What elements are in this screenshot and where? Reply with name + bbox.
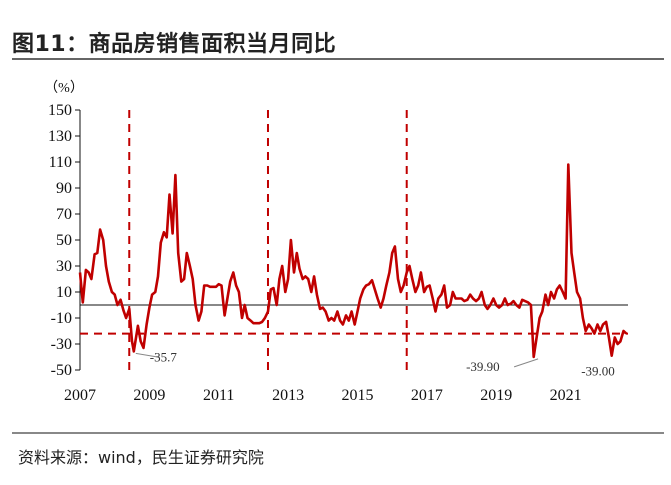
footer-divider [12, 432, 664, 434]
source-note: 资料来源：wind，民生证券研究院 [18, 448, 264, 467]
y-axis-unit: （%） [44, 80, 84, 96]
x-tick-label: 2009 [133, 387, 165, 404]
y-tick-label: 110 [49, 154, 72, 171]
series-line [78, 163, 628, 359]
chart-annotations: -35.7 -39.90 -39.00 [135, 349, 615, 379]
y-tick-label: -10 [51, 310, 72, 327]
y-tick-label: 70 [56, 206, 72, 223]
x-tick-label: 2019 [480, 387, 512, 404]
chart-axes: 150 130 110 90 70 50 30 10 -10 -30 -50 （%） 2007 2009 2… [44, 80, 628, 404]
y-tick-label: 30 [56, 258, 72, 275]
y-tick-label: 10 [56, 284, 72, 301]
y-tick-label: 130 [48, 128, 72, 145]
y-tick-label: 90 [56, 180, 72, 197]
y-tick-label: -50 [51, 362, 72, 379]
annotation-label: -39.90 [466, 359, 500, 374]
y-tick-label: 150 [48, 102, 72, 119]
annotation-leader [513, 358, 539, 368]
title-divider [12, 58, 664, 60]
page-title: 图11：商品房销售面积当月同比 [12, 32, 337, 57]
x-tick-label: 2017 [411, 387, 443, 404]
x-tick-label: 2011 [203, 387, 234, 404]
y-tick-label: 50 [56, 232, 72, 249]
x-tick-label: 2007 [64, 387, 96, 404]
reference-lines [80, 110, 628, 370]
x-tick-label: 2013 [272, 387, 304, 404]
x-tick-label: 2021 [550, 387, 582, 404]
annotation-label: -39.00 [581, 364, 615, 379]
chart-series [78, 163, 628, 359]
y-tick-label: -30 [51, 336, 72, 353]
annotation-label: -35.7 [150, 349, 178, 364]
annotation-leader [135, 352, 160, 358]
x-tick-label: 2015 [341, 387, 373, 404]
